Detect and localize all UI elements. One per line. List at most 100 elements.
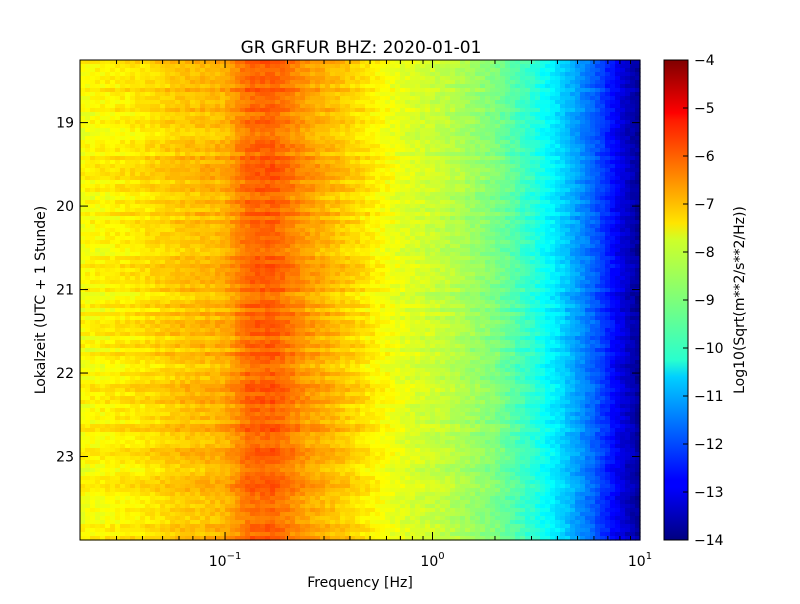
heatmap-cell bbox=[275, 84, 281, 89]
heatmap-cell bbox=[155, 216, 161, 221]
heatmap-cell bbox=[290, 164, 296, 169]
heatmap-cell bbox=[320, 192, 326, 197]
heatmap-cell bbox=[620, 168, 626, 173]
heatmap-cell bbox=[440, 124, 446, 129]
heatmap-cell bbox=[445, 132, 451, 137]
heatmap-cell bbox=[200, 124, 206, 129]
heatmap-cell bbox=[625, 64, 631, 69]
heatmap-cell bbox=[500, 64, 506, 69]
heatmap-cell bbox=[170, 140, 176, 145]
heatmap-cell bbox=[155, 220, 161, 225]
heatmap-cell bbox=[230, 60, 236, 65]
heatmap-cell bbox=[255, 84, 261, 89]
heatmap-cell bbox=[455, 176, 461, 181]
heatmap-cell bbox=[555, 124, 561, 129]
heatmap-cell bbox=[265, 180, 271, 185]
heatmap-cell bbox=[395, 216, 401, 221]
heatmap-cell bbox=[330, 208, 336, 213]
heatmap-cell bbox=[425, 120, 431, 125]
heatmap-cell bbox=[240, 196, 246, 201]
heatmap-cell bbox=[120, 200, 126, 205]
heatmap-cell bbox=[435, 204, 441, 209]
heatmap-cell bbox=[220, 84, 226, 89]
heatmap-cell bbox=[515, 80, 521, 85]
heatmap-cell bbox=[430, 232, 436, 237]
heatmap-cell bbox=[180, 92, 186, 97]
heatmap-cell bbox=[480, 196, 486, 201]
heatmap-cell bbox=[90, 84, 96, 89]
heatmap-cell bbox=[190, 136, 196, 141]
heatmap-cell bbox=[545, 220, 551, 225]
heatmap-cell bbox=[95, 196, 101, 201]
heatmap-cell bbox=[90, 104, 96, 109]
heatmap-cell bbox=[500, 188, 506, 193]
heatmap-cell bbox=[610, 68, 616, 73]
heatmap-cell bbox=[225, 180, 231, 185]
heatmap-cell bbox=[435, 64, 441, 69]
heatmap-cell bbox=[490, 188, 496, 193]
heatmap-cell bbox=[130, 80, 136, 85]
heatmap-cell bbox=[200, 216, 206, 221]
heatmap-cell bbox=[495, 156, 501, 161]
heatmap-cell bbox=[305, 88, 311, 93]
heatmap-cell bbox=[575, 148, 581, 153]
heatmap-cell bbox=[440, 116, 446, 121]
heatmap-cell bbox=[180, 116, 186, 121]
heatmap-cell bbox=[290, 236, 296, 241]
heatmap-cell bbox=[510, 104, 516, 109]
heatmap-cell bbox=[495, 180, 501, 185]
heatmap-cell bbox=[605, 232, 611, 237]
heatmap-cell bbox=[180, 68, 186, 73]
heatmap-cell bbox=[100, 192, 106, 197]
heatmap-cell bbox=[295, 148, 301, 153]
heatmap-cell bbox=[505, 108, 511, 113]
heatmap-cell bbox=[550, 224, 556, 229]
heatmap-cell bbox=[100, 164, 106, 169]
heatmap-cell bbox=[160, 64, 166, 69]
heatmap-cell bbox=[330, 60, 336, 65]
heatmap-cell bbox=[170, 232, 176, 237]
heatmap-cell bbox=[475, 168, 481, 173]
heatmap-cell bbox=[510, 232, 516, 237]
heatmap-cell bbox=[595, 120, 601, 125]
heatmap-cell bbox=[235, 204, 241, 209]
heatmap-cell bbox=[335, 156, 341, 161]
heatmap-cell bbox=[560, 112, 566, 117]
heatmap-cell bbox=[80, 196, 86, 201]
heatmap-cell bbox=[250, 140, 256, 145]
heatmap-cell bbox=[170, 204, 176, 209]
heatmap-cell bbox=[570, 160, 576, 165]
heatmap-cell bbox=[185, 148, 191, 153]
heatmap-cell bbox=[180, 168, 186, 173]
heatmap-cell bbox=[480, 80, 486, 85]
heatmap-cell bbox=[300, 108, 306, 113]
heatmap-cell bbox=[335, 76, 341, 81]
heatmap-cell bbox=[300, 84, 306, 89]
heatmap-cell bbox=[150, 152, 156, 157]
heatmap-cell bbox=[290, 156, 296, 161]
heatmap-cell bbox=[140, 104, 146, 109]
heatmap-cell bbox=[620, 208, 626, 213]
heatmap-cell bbox=[455, 184, 461, 189]
heatmap-cell bbox=[120, 144, 126, 149]
heatmap-cell bbox=[510, 188, 516, 193]
heatmap-cell bbox=[210, 120, 216, 125]
heatmap-cell bbox=[550, 200, 556, 205]
heatmap-cell bbox=[620, 144, 626, 149]
heatmap-cell bbox=[190, 236, 196, 241]
heatmap-cell bbox=[205, 220, 211, 225]
heatmap-cell bbox=[490, 64, 496, 69]
heatmap-cell bbox=[315, 176, 321, 181]
heatmap-cell bbox=[610, 228, 616, 233]
heatmap-cell bbox=[115, 120, 121, 125]
heatmap-cell bbox=[425, 64, 431, 69]
heatmap-cell bbox=[305, 144, 311, 149]
heatmap-cell bbox=[295, 184, 301, 189]
heatmap-cell bbox=[495, 72, 501, 77]
heatmap-cell bbox=[330, 100, 336, 105]
heatmap-cell bbox=[460, 192, 466, 197]
heatmap-cell bbox=[135, 116, 141, 121]
heatmap-cell bbox=[575, 196, 581, 201]
heatmap-cell bbox=[605, 220, 611, 225]
heatmap-cell bbox=[235, 172, 241, 177]
